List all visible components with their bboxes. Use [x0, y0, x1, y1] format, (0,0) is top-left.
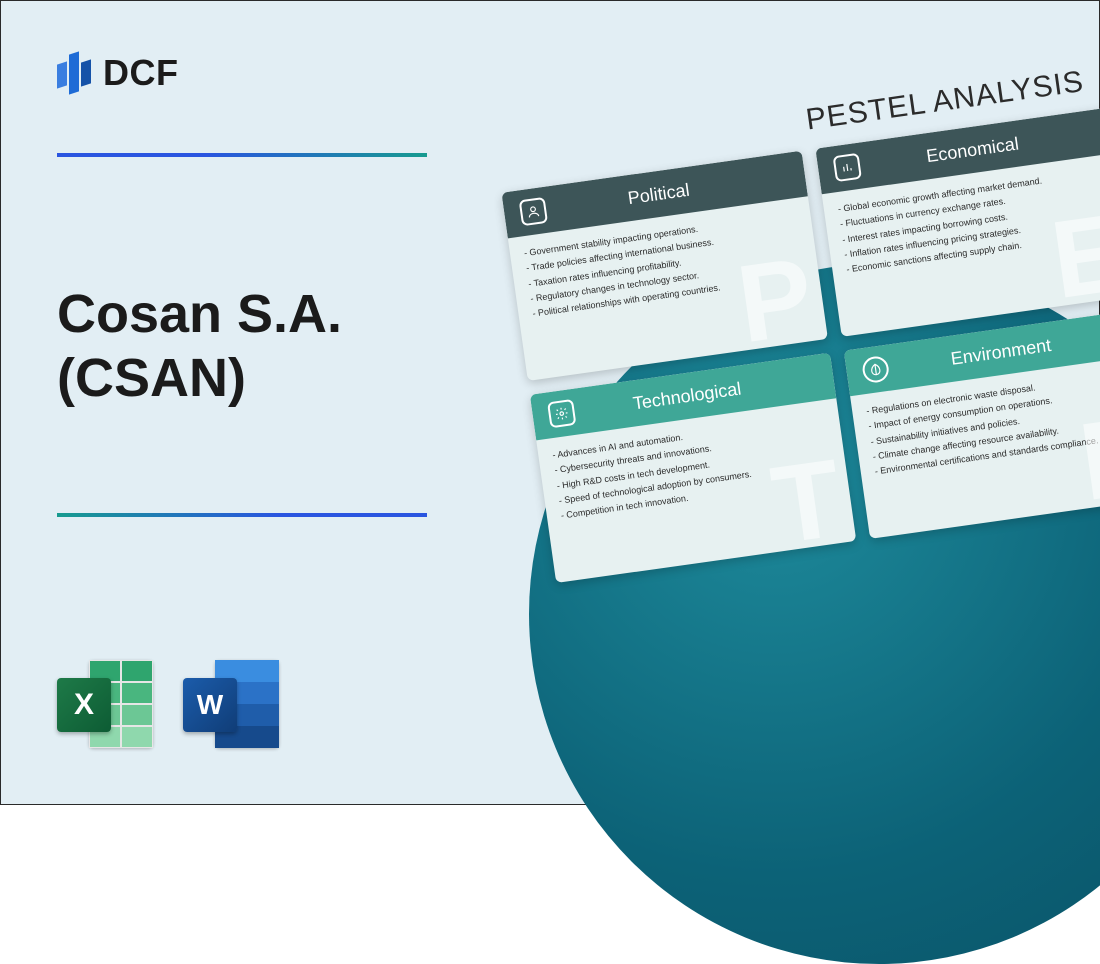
divider-top	[57, 153, 427, 157]
page-canvas: DCF Cosan S.A. (CSAN) X W PESTEL ANALYSI…	[0, 0, 1100, 805]
divider-bottom	[57, 513, 427, 517]
title-line-1: Cosan S.A.	[57, 283, 342, 347]
word-badge: W	[183, 678, 237, 732]
card-political: Political Government stability impacting…	[501, 151, 827, 381]
file-format-icons: X W	[57, 656, 279, 752]
user-icon	[519, 197, 548, 226]
excel-icon: X	[57, 656, 153, 752]
title-line-2: (CSAN)	[57, 347, 342, 411]
chart-icon	[833, 153, 862, 182]
word-icon: W	[183, 656, 279, 752]
leaf-icon	[861, 355, 890, 384]
excel-badge: X	[57, 678, 111, 732]
card-environment: Environment Regulations on electronic wa…	[844, 309, 1100, 539]
gear-icon	[547, 399, 576, 428]
logo-mark-icon	[57, 49, 93, 97]
pestel-analysis: PESTEL ANALYSIS Political Government sta…	[495, 61, 1100, 583]
brand-name: DCF	[103, 52, 179, 94]
card-economical: Economical Global economic growth affect…	[815, 107, 1100, 337]
page-title: Cosan S.A. (CSAN)	[57, 283, 342, 410]
analysis-grid: Political Government stability impacting…	[501, 107, 1100, 583]
brand-logo: DCF	[57, 49, 179, 97]
